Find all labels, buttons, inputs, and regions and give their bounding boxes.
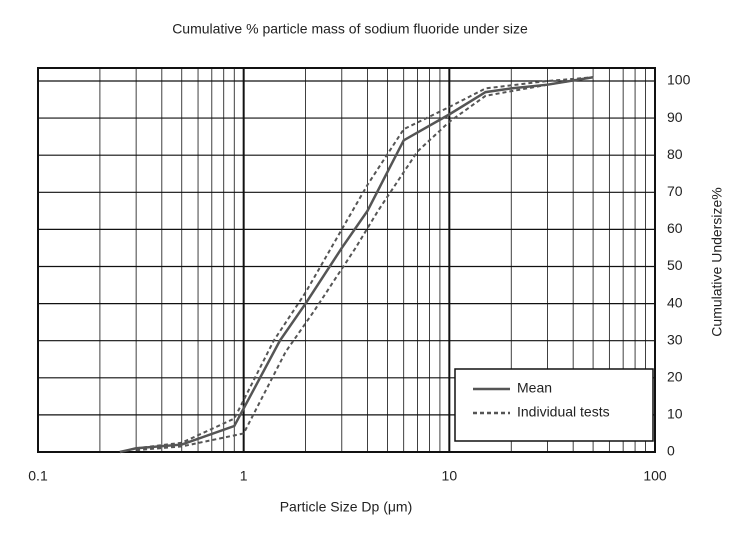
y-tick-label: 70	[667, 183, 683, 199]
y-axis-label: Cumulative Undersize%	[709, 187, 725, 336]
x-tick-label: 100	[643, 468, 667, 484]
y-tick-label: 10	[667, 406, 683, 422]
data-line	[136, 76, 594, 450]
legend-box	[454, 368, 654, 442]
y-tick-label: 90	[667, 109, 683, 125]
y-tick-label: 100	[667, 72, 691, 88]
y-tick-label: 60	[667, 220, 683, 236]
y-tick-label: 40	[667, 294, 683, 310]
legend-label: Mean	[517, 380, 552, 396]
legend-label: Individual tests	[517, 404, 610, 420]
y-tick-label: 80	[667, 146, 683, 162]
x-tick-label: 10	[442, 468, 458, 484]
data-line	[136, 76, 594, 452]
x-tick-label: 1	[240, 468, 248, 484]
y-tick-label: 20	[667, 369, 683, 385]
x-tick-label: 0.1	[28, 468, 48, 484]
plot-frame	[37, 67, 656, 453]
chart-title: Cumulative % particle mass of sodium flu…	[172, 21, 528, 37]
y-tick-label: 30	[667, 331, 683, 347]
y-tick-label: 50	[667, 257, 683, 273]
data-line	[119, 76, 594, 454]
x-axis-label: Particle Size Dp (μm)	[280, 499, 413, 515]
y-tick-label: 0	[667, 443, 675, 459]
